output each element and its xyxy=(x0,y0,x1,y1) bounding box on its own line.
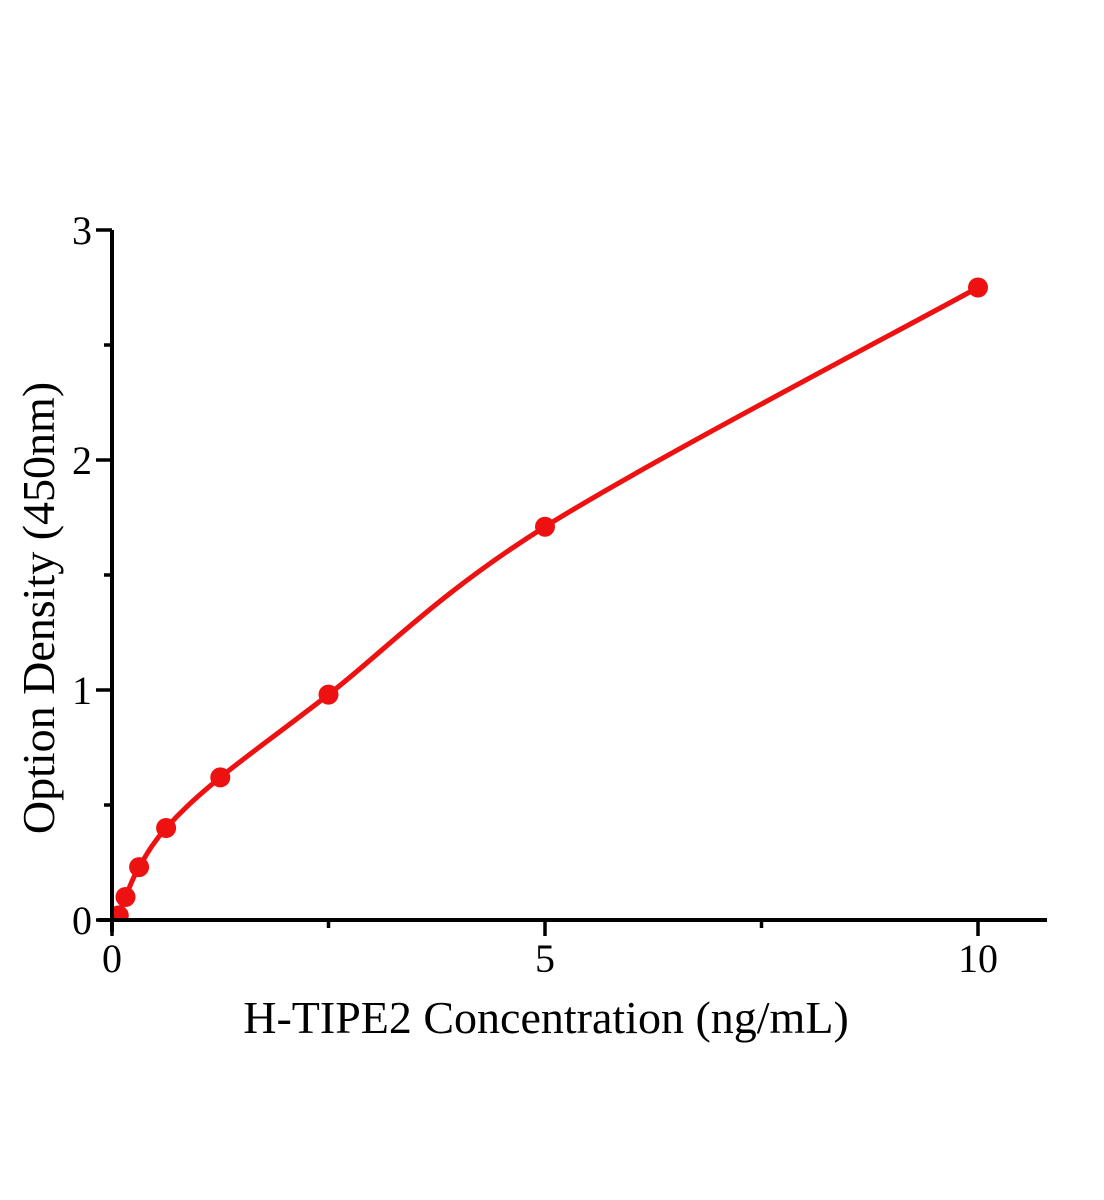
tick-label: 1 xyxy=(72,668,92,713)
x-axis-title: H-TIPE2 Concentration (ng/mL) xyxy=(243,992,849,1043)
tick-label: 0 xyxy=(72,898,92,943)
tick-label: 0 xyxy=(102,936,122,981)
tick-label: 5 xyxy=(535,936,555,981)
axis-tick-labels: 0 5 10 0 1 2 3 xyxy=(72,208,998,981)
axis-lines xyxy=(98,230,1047,932)
data-point-marker xyxy=(156,818,177,838)
tick-label: 10 xyxy=(958,936,998,981)
data-point-marker xyxy=(318,684,339,705)
tick-label: 3 xyxy=(72,208,92,253)
data-point-marker xyxy=(968,277,988,298)
data-point-marker xyxy=(210,767,231,788)
axis-ticks xyxy=(96,228,980,936)
y-axis-title: Option Density (450nm) xyxy=(13,382,64,834)
standard-curve-line xyxy=(116,285,981,918)
tick-label: 2 xyxy=(72,438,92,483)
data-point-marker xyxy=(115,887,136,907)
data-point-marker xyxy=(535,516,555,537)
data-points xyxy=(114,277,988,918)
data-point-marker xyxy=(114,905,129,918)
data-point-marker xyxy=(129,857,150,878)
